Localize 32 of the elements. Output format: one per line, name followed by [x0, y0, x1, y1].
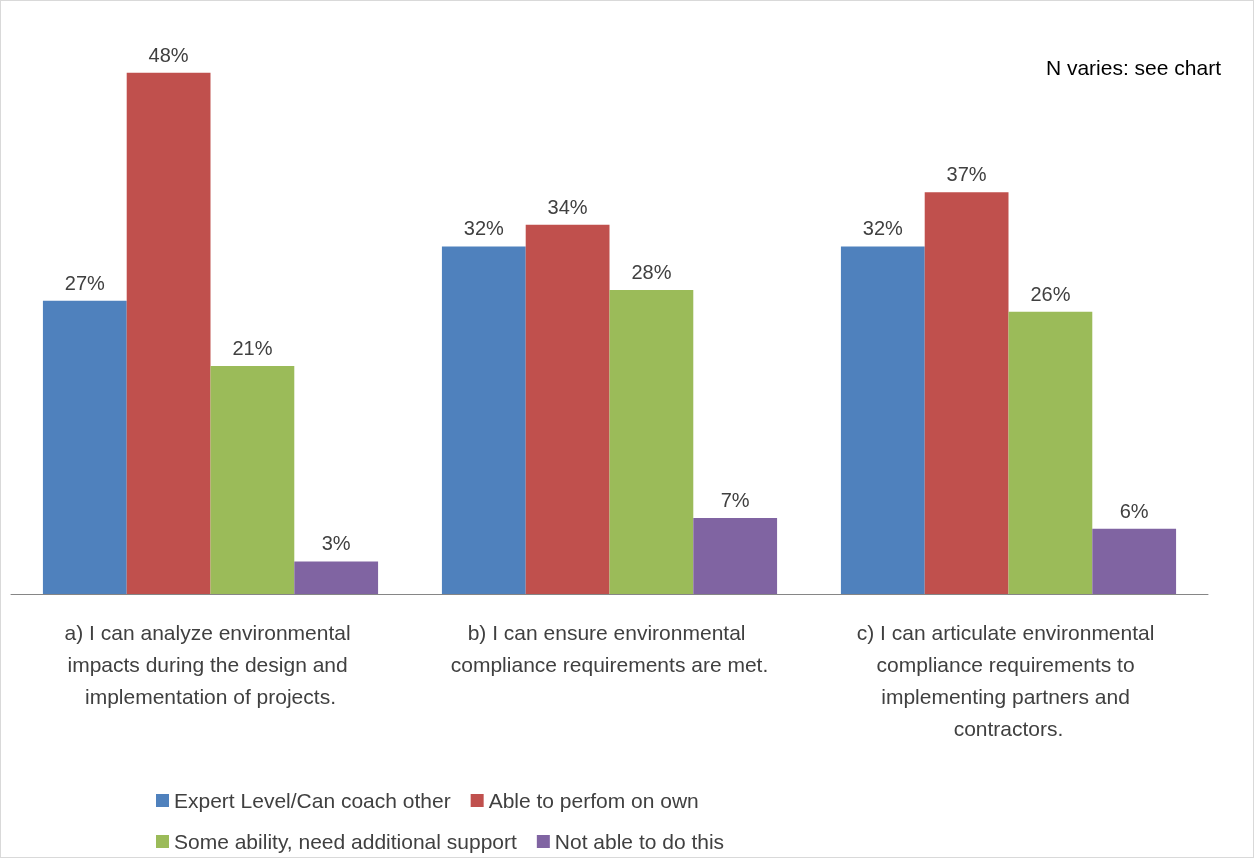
data-label: 32% [463, 217, 505, 240]
data-label: 3% [321, 532, 351, 555]
x-tick-label: a) I can analyze environmental impacts during the design and implementation of projects. [64, 620, 357, 708]
bar [294, 561, 379, 594]
bar [525, 224, 610, 594]
bar [42, 300, 127, 594]
data-label: 27% [64, 271, 106, 294]
data-label: 26% [1030, 282, 1071, 305]
data-label: 34% [547, 195, 588, 218]
bar [210, 365, 295, 594]
bar [1092, 528, 1177, 594]
x-tick-label: c) I can articulate environmental compliance requirements to implementing partners and contractors. [856, 620, 1161, 740]
data-label: 7% [720, 488, 750, 511]
data-label: 37% [946, 163, 987, 186]
legend-label: Able to perfom on own [488, 789, 699, 812]
bar [1008, 311, 1093, 594]
data-label: 6% [1119, 499, 1149, 522]
data-label: 21% [232, 336, 273, 359]
x-tick-label: b) I can ensure environmental compliance requirements are met. [450, 620, 769, 676]
bar [126, 72, 211, 594]
data-label: 48% [148, 43, 189, 66]
data-label: 28% [631, 260, 672, 283]
legend-label: Not able to do this [554, 830, 725, 853]
bar [840, 246, 925, 594]
data-label: 32% [862, 217, 904, 240]
bar [924, 192, 1009, 594]
annotation: N varies: see chart [1045, 56, 1222, 79]
legend-label: Expert Level/Can coach other [174, 789, 451, 812]
legend-label: Some ability, need additional support [174, 830, 517, 853]
bar [609, 289, 694, 594]
bar [441, 246, 526, 594]
bar [693, 517, 778, 594]
